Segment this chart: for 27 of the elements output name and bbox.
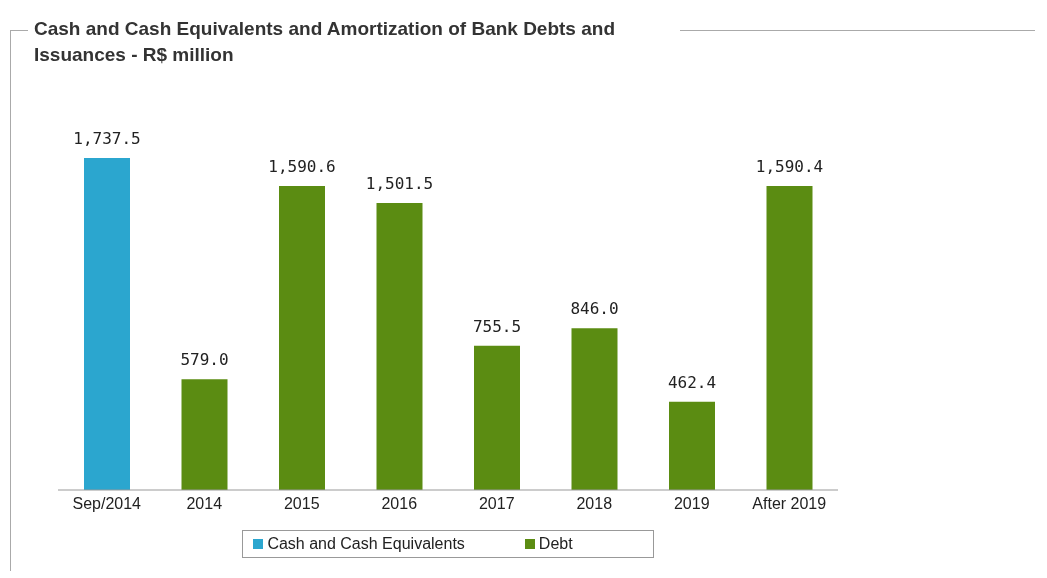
bar	[376, 203, 423, 490]
x-tick-label: 2018	[576, 495, 613, 513]
data-label: 462.4	[667, 372, 717, 392]
data-label: 755.5	[472, 316, 522, 336]
legend-label: Debt	[537, 535, 573, 553]
data-label: 1,501.5	[365, 174, 434, 194]
data-label: 1,590.4	[755, 157, 824, 177]
bar	[181, 379, 228, 490]
x-tick-label: 2016	[381, 495, 418, 513]
chart-title: Cash and Cash Equivalents and Amortization of Bank Debts and Issuances - R$ million	[28, 16, 680, 68]
x-tick-label: 2014	[186, 495, 223, 513]
x-tick-label: 2017	[478, 495, 515, 513]
bar	[279, 186, 325, 490]
bar	[84, 158, 130, 490]
legend-label: Cash and Cash Equivalents	[266, 535, 465, 553]
bar	[571, 328, 618, 490]
x-tick-label: 2019	[673, 495, 710, 513]
bar	[669, 401, 715, 490]
data-label: 579.0	[180, 350, 229, 370]
bar	[766, 186, 813, 490]
x-tick-label: Sep/2014	[72, 495, 142, 513]
bar	[474, 345, 520, 490]
data-label: 846.0	[570, 299, 619, 319]
x-tick-label: After 2019	[752, 495, 827, 513]
data-label: 1,737.5	[73, 129, 141, 148]
x-tick-label: 2015	[283, 495, 320, 513]
data-label: 1,590.6	[268, 157, 336, 177]
